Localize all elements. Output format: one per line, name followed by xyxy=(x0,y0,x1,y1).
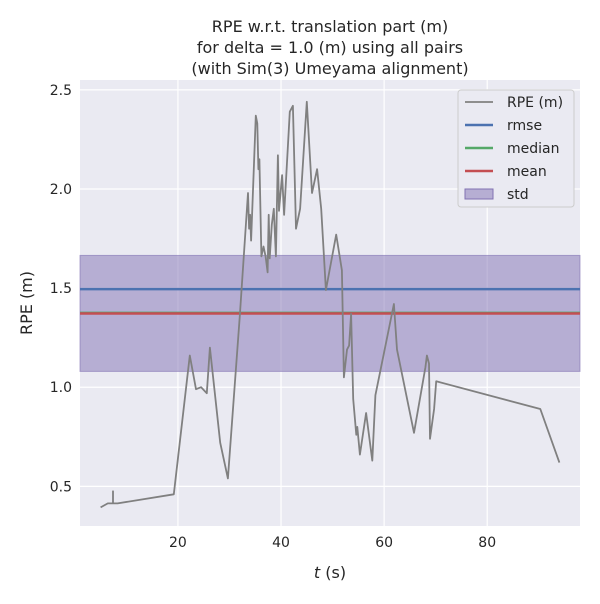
chart-title-line-3: (with Sim(3) Umeyama alignment) xyxy=(191,59,468,78)
legend-label-std: std xyxy=(507,187,529,203)
legend-box xyxy=(457,89,575,208)
chart-title-line-2: for delta = 1.0 (m) using all pairs xyxy=(197,38,463,57)
y-tick-label: 1.0 xyxy=(50,380,72,396)
chart-title-line-1: RPE w.r.t. translation part (m) xyxy=(212,17,448,36)
x-axis-label: t (s) xyxy=(314,563,346,582)
y-tick-label: 1.5 xyxy=(50,281,72,297)
legend-label-mean: mean xyxy=(507,164,547,180)
y-tick-label: 2.0 xyxy=(50,182,72,198)
y-tick-label: 0.5 xyxy=(50,479,72,495)
legend-label-rpe: RPE (m) xyxy=(507,95,563,111)
x-tick-label: 20 xyxy=(169,535,187,551)
x-tick-label: 40 xyxy=(272,535,290,551)
legend: RPE (m) rmse median mean std xyxy=(457,89,575,208)
y-axis-label: RPE (m) xyxy=(17,271,36,335)
legend-label-rmse: rmse xyxy=(507,118,542,134)
legend-label-median: median xyxy=(507,141,559,157)
x-tick-label: 60 xyxy=(375,535,393,551)
legend-swatch-std xyxy=(464,188,494,200)
rpe-series-line xyxy=(100,100,561,509)
x-tick-label: 80 xyxy=(478,535,496,551)
y-tick-label: 2.5 xyxy=(50,83,72,99)
